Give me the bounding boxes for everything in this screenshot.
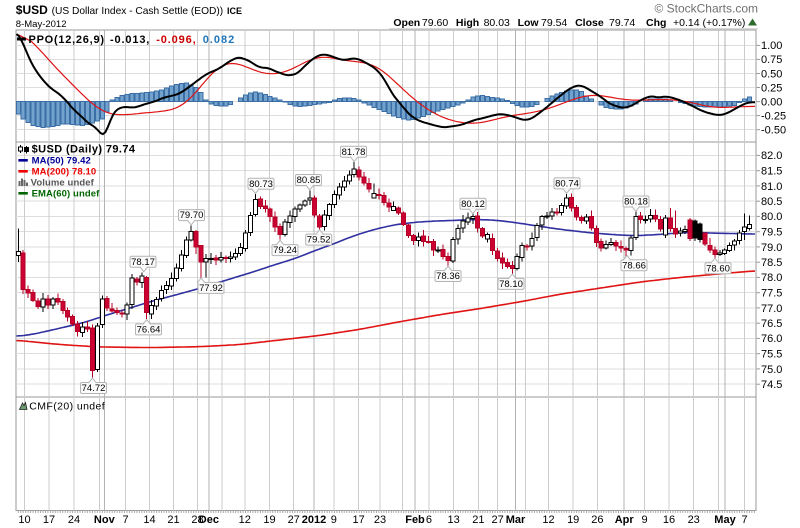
svg-text:+0.14 (+0.17%): +0.14 (+0.17%) bbox=[673, 17, 745, 29]
svg-text:Feb: Feb bbox=[405, 514, 425, 526]
svg-text:79.24: 79.24 bbox=[273, 245, 297, 256]
svg-text:78.10: 78.10 bbox=[499, 279, 523, 290]
svg-text:12: 12 bbox=[542, 514, 554, 526]
svg-text:$USD: $USD bbox=[16, 3, 48, 17]
svg-text:23: 23 bbox=[374, 514, 386, 526]
svg-text:(US Dollar Index - Cash Settle: (US Dollar Index - Cash Settle (EOD)) bbox=[52, 6, 224, 17]
svg-text:EMA(60) undef: EMA(60) undef bbox=[32, 189, 101, 200]
svg-text:13: 13 bbox=[447, 514, 459, 526]
svg-text:Open: Open bbox=[393, 17, 420, 29]
svg-text:19: 19 bbox=[567, 514, 579, 526]
svg-text:78.17: 78.17 bbox=[131, 257, 155, 268]
svg-text:MA(50) 79.42: MA(50) 79.42 bbox=[32, 156, 91, 167]
svg-text:Mar: Mar bbox=[506, 514, 526, 526]
svg-text:-0.25: -0.25 bbox=[761, 110, 786, 122]
svg-text:79.74: 79.74 bbox=[609, 17, 635, 29]
svg-text:0.75: 0.75 bbox=[761, 54, 782, 66]
svg-text:81.5: 81.5 bbox=[761, 166, 782, 178]
svg-text:74.72: 74.72 bbox=[82, 383, 106, 394]
svg-text:Chg: Chg bbox=[646, 17, 666, 29]
svg-text:© StockCharts.com: © StockCharts.com bbox=[654, 2, 758, 16]
svg-text:Low: Low bbox=[518, 17, 540, 29]
svg-text:Nov: Nov bbox=[94, 514, 116, 526]
svg-text:81.0: 81.0 bbox=[761, 181, 782, 193]
svg-text:-0.013,: -0.013, bbox=[110, 34, 150, 46]
svg-text:79.5: 79.5 bbox=[761, 227, 782, 239]
svg-text:21: 21 bbox=[167, 514, 179, 526]
svg-text:78.5: 78.5 bbox=[761, 257, 782, 269]
svg-text:$USD (Daily) 79.74: $USD (Daily) 79.74 bbox=[32, 144, 136, 156]
svg-text:ICE: ICE bbox=[227, 6, 242, 16]
svg-text:77.0: 77.0 bbox=[761, 303, 782, 315]
svg-text:78.66: 78.66 bbox=[622, 260, 646, 271]
svg-text:77.92: 77.92 bbox=[199, 283, 223, 294]
svg-text:6: 6 bbox=[426, 514, 432, 526]
svg-text:79.52: 79.52 bbox=[307, 235, 331, 246]
svg-text:76.64: 76.64 bbox=[137, 325, 161, 336]
svg-text:80.18: 80.18 bbox=[624, 197, 648, 208]
svg-text:28: 28 bbox=[191, 514, 203, 526]
svg-text:78.0: 78.0 bbox=[761, 272, 782, 284]
svg-text:21: 21 bbox=[472, 514, 484, 526]
svg-text:75.5: 75.5 bbox=[761, 349, 782, 361]
svg-text:19: 19 bbox=[263, 514, 275, 526]
svg-text:9: 9 bbox=[641, 514, 647, 526]
svg-text:75.0: 75.0 bbox=[761, 364, 782, 376]
svg-text:78.36: 78.36 bbox=[436, 271, 460, 282]
svg-text:CMF(20) undef: CMF(20) undef bbox=[29, 401, 105, 413]
svg-text:Volume undef: Volume undef bbox=[31, 178, 95, 189]
svg-text:79.0: 79.0 bbox=[761, 242, 782, 254]
svg-text:High: High bbox=[456, 17, 479, 29]
svg-text:MA(200) 78.10: MA(200) 78.10 bbox=[32, 167, 97, 178]
svg-text:14: 14 bbox=[143, 514, 155, 526]
svg-text:81.78: 81.78 bbox=[342, 147, 366, 158]
svg-text:27: 27 bbox=[491, 514, 503, 526]
svg-text:80.12: 80.12 bbox=[461, 199, 485, 210]
svg-text:79.70: 79.70 bbox=[180, 210, 204, 221]
svg-text:77.5: 77.5 bbox=[761, 288, 782, 300]
svg-text:8-May-2012: 8-May-2012 bbox=[16, 19, 67, 30]
svg-text:27: 27 bbox=[288, 514, 300, 526]
svg-text:0.25: 0.25 bbox=[761, 82, 782, 94]
svg-text:10: 10 bbox=[18, 514, 30, 526]
svg-text:80.73: 80.73 bbox=[249, 179, 273, 190]
svg-text:Close: Close bbox=[575, 17, 604, 29]
svg-text:16: 16 bbox=[663, 514, 675, 526]
svg-text:0.082: 0.082 bbox=[203, 34, 236, 46]
svg-text:1.00: 1.00 bbox=[761, 40, 782, 52]
svg-text:80.5: 80.5 bbox=[761, 196, 782, 208]
svg-text:17: 17 bbox=[43, 514, 55, 526]
svg-text:78.60: 78.60 bbox=[706, 263, 730, 274]
svg-text:Apr: Apr bbox=[615, 514, 635, 526]
svg-text:-0.50: -0.50 bbox=[761, 125, 786, 137]
svg-text:82.0: 82.0 bbox=[761, 150, 782, 162]
svg-text:7: 7 bbox=[741, 514, 747, 526]
svg-text:80.85: 80.85 bbox=[297, 175, 321, 186]
svg-text:76.5: 76.5 bbox=[761, 318, 782, 330]
svg-text:79.60: 79.60 bbox=[422, 17, 448, 29]
svg-text:0.50: 0.50 bbox=[761, 68, 782, 80]
svg-text:0.00: 0.00 bbox=[761, 96, 782, 108]
svg-text:12: 12 bbox=[239, 514, 251, 526]
svg-text:80.03: 80.03 bbox=[484, 17, 510, 29]
svg-text:76.0: 76.0 bbox=[761, 333, 782, 345]
svg-text:74.5: 74.5 bbox=[761, 379, 782, 391]
svg-text:17: 17 bbox=[352, 514, 364, 526]
svg-text:79.54: 79.54 bbox=[541, 17, 567, 29]
svg-text:-0.096,: -0.096, bbox=[156, 34, 196, 46]
svg-text:80.0: 80.0 bbox=[761, 211, 782, 223]
svg-text:80.74: 80.74 bbox=[555, 179, 579, 190]
svg-text:9: 9 bbox=[331, 514, 337, 526]
svg-text:24: 24 bbox=[68, 514, 80, 526]
svg-text:2012: 2012 bbox=[302, 514, 326, 526]
svg-text:PPO(12,26,9): PPO(12,26,9) bbox=[29, 34, 105, 46]
svg-text:23: 23 bbox=[688, 514, 700, 526]
svg-text:26: 26 bbox=[591, 514, 603, 526]
svg-text:May: May bbox=[714, 514, 736, 526]
svg-text:Dec: Dec bbox=[199, 514, 219, 526]
svg-text:7: 7 bbox=[122, 514, 128, 526]
